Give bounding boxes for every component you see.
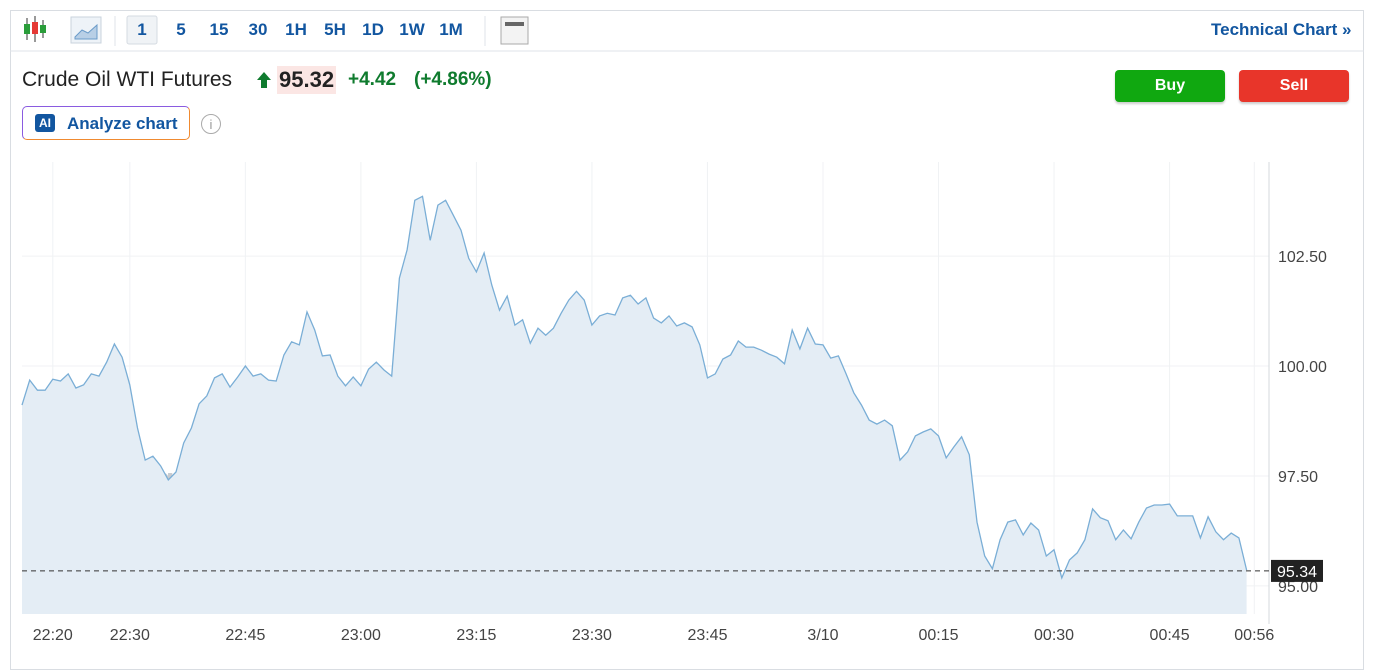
area [22, 196, 1247, 615]
price-change: +4.42 [348, 69, 397, 90]
ai-badge: AI [35, 114, 55, 132]
layout-icon-bar [505, 22, 524, 26]
interval-button[interactable]: 1M [439, 20, 463, 39]
y-tick-label: 102.50 [1278, 249, 1327, 266]
layout-icon[interactable] [500, 16, 529, 45]
interval-button[interactable]: 1W [399, 20, 425, 39]
interval-button[interactable]: 30 [248, 20, 268, 39]
last-price: 95.32 [277, 66, 337, 94]
x-tick-label: 23:30 [572, 627, 612, 644]
x-tick-label: 23:45 [687, 627, 727, 644]
sell-button[interactable]: Sell [1239, 70, 1349, 102]
x-tick-label: 00:15 [918, 627, 958, 644]
x-tick-label: 00:45 [1150, 627, 1190, 644]
instrument-title: Crude Oil WTI Futures [22, 68, 233, 91]
x-tick-label: 23:15 [456, 627, 496, 644]
analyze-chart-button[interactable]: AI Analyze chart [22, 106, 190, 140]
interval-button[interactable]: 1D [362, 20, 384, 39]
price-line [21, 195, 1248, 580]
x-tick-label: 22:30 [110, 627, 150, 644]
y-tick-label: 100.00 [1278, 359, 1327, 376]
y-tick-label: 95.00 [1278, 579, 1318, 596]
y-tick-label: 97.50 [1278, 469, 1318, 486]
x-tick-label: 00:30 [1034, 627, 1074, 644]
active-interval [126, 15, 158, 45]
last-price-label: 95.34 [1277, 564, 1317, 581]
x-tick-label: 22:45 [225, 627, 265, 644]
interval-button[interactable]: 15 [209, 20, 229, 39]
buy-button[interactable]: Buy [1115, 70, 1225, 102]
interval-button[interactable]: 1 [137, 20, 147, 39]
area-icon-shape [74, 23, 98, 40]
x-tick-label: 22:20 [33, 627, 73, 644]
x-tick-label: 00:56 [1234, 627, 1274, 644]
technical-chart-link[interactable]: Technical Chart » [1211, 20, 1352, 39]
info-icon[interactable] [201, 114, 221, 134]
last-price-box [1271, 559, 1323, 582]
candles-icon[interactable] [24, 16, 46, 42]
interval-button[interactable]: 1H [285, 20, 307, 39]
analyze-chart-label: Analyze chart [67, 114, 178, 133]
interval-button[interactable]: 5 [176, 20, 186, 39]
interval-button[interactable]: 5H [324, 20, 346, 39]
x-tick-label: 3/10 [807, 627, 838, 644]
price-change-percent: (+4.86%) [414, 69, 492, 90]
up-arrow [257, 72, 271, 80]
plot: 95.00 97.50 100.00 102.50 22:20 22:30 22:45 23:… [21, 162, 1327, 644]
x-tick-label: 23:00 [341, 627, 381, 644]
info-icon-glyph: i [210, 117, 213, 132]
up-arrow-stem [261, 80, 267, 88]
